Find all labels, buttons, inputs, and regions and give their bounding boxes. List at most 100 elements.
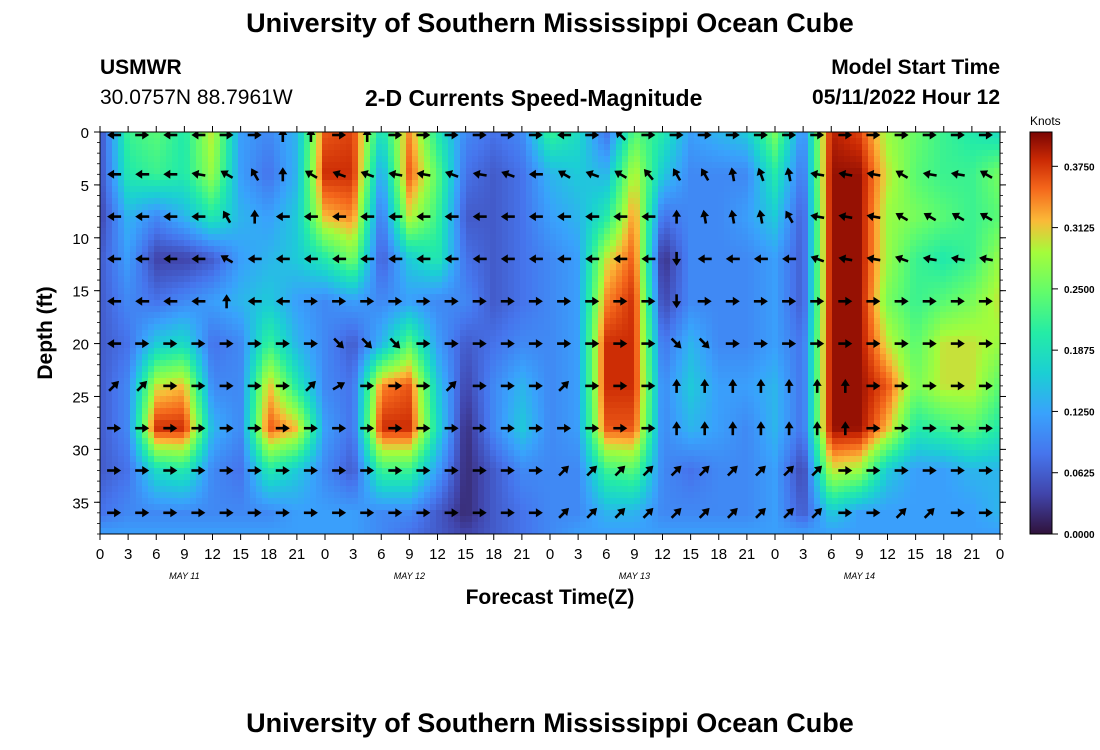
heatmap-cell — [874, 282, 881, 289]
heatmap-cell — [562, 180, 569, 187]
heatmap-cell — [886, 246, 893, 253]
heatmap-cell — [526, 288, 533, 295]
heatmap-cell — [316, 168, 323, 175]
heatmap-cell — [814, 138, 821, 145]
heatmap-cell — [484, 228, 491, 235]
heatmap-cell — [922, 264, 929, 271]
heatmap-cell — [910, 132, 917, 139]
heatmap-cell — [790, 138, 797, 145]
heatmap-cell — [118, 234, 125, 241]
heatmap-cell — [340, 222, 347, 229]
heatmap-cell — [298, 222, 305, 229]
heatmap-cell — [424, 216, 431, 223]
heatmap-cell — [412, 210, 419, 217]
heatmap-cell — [790, 228, 797, 235]
heatmap-cell — [178, 210, 185, 217]
heatmap-cell — [586, 324, 593, 331]
heatmap-cell — [544, 264, 551, 271]
heatmap-cell — [304, 330, 311, 337]
heatmap-cell — [328, 318, 335, 325]
heatmap-cell — [436, 258, 443, 265]
heatmap-cell — [466, 132, 473, 139]
heatmap-cell — [772, 222, 779, 229]
heatmap-cell — [610, 132, 617, 139]
heatmap-cell — [172, 240, 179, 247]
heatmap-cell — [112, 162, 119, 169]
heatmap-cell — [442, 246, 449, 253]
heatmap-cell — [556, 318, 563, 325]
heatmap-cell — [514, 228, 521, 235]
heatmap-cell — [916, 156, 923, 163]
heatmap-cell — [376, 306, 383, 313]
heatmap-cell — [748, 306, 755, 313]
heatmap-cell — [610, 300, 617, 307]
heatmap-cell — [688, 138, 695, 145]
heatmap-cell — [154, 234, 161, 241]
heatmap-cell — [568, 192, 575, 199]
heatmap-cell — [238, 162, 245, 169]
heatmap-cell — [478, 168, 485, 175]
heatmap-cell — [106, 180, 113, 187]
heatmap-cell — [784, 282, 791, 289]
heatmap-cell — [154, 330, 161, 337]
heatmap-cell — [850, 192, 857, 199]
heatmap-cell — [868, 240, 875, 247]
heatmap-cell — [850, 294, 857, 301]
heatmap-cell — [640, 258, 647, 265]
heatmap-cell — [514, 180, 521, 187]
heatmap-cell — [430, 306, 437, 313]
heatmap-cell — [610, 156, 617, 163]
heatmap-cell — [352, 144, 359, 151]
heatmap-cell — [238, 150, 245, 157]
heatmap-cell — [202, 228, 209, 235]
heatmap-cell — [658, 228, 665, 235]
heatmap-cell — [322, 318, 329, 325]
heatmap-cell — [142, 252, 149, 259]
heatmap-cell — [796, 150, 803, 157]
heatmap-cell — [796, 240, 803, 247]
heatmap-cell — [322, 138, 329, 145]
heatmap-cell — [526, 180, 533, 187]
heatmap-cell — [370, 186, 377, 193]
heatmap-cell — [172, 300, 179, 307]
heatmap-cell — [964, 204, 971, 211]
heatmap-cell — [634, 270, 641, 277]
heatmap-cell — [652, 174, 659, 181]
heatmap-cell — [688, 294, 695, 301]
heatmap-cell — [796, 252, 803, 259]
heatmap-cell — [190, 216, 197, 223]
heatmap-cell — [172, 156, 179, 163]
heatmap-cell — [166, 192, 173, 199]
heatmap-cell — [124, 156, 131, 163]
heatmap-cell — [634, 306, 641, 313]
heatmap-cell — [826, 186, 833, 193]
heatmap-cell — [760, 216, 767, 223]
heatmap-cell — [580, 234, 587, 241]
heatmap-cell — [268, 198, 275, 205]
heatmap-cell — [208, 276, 215, 283]
heatmap-cell — [946, 294, 953, 301]
heatmap-cell — [346, 318, 353, 325]
heatmap-cell — [244, 276, 251, 283]
heatmap-cell — [592, 174, 599, 181]
heatmap-cell — [814, 144, 821, 151]
heatmap-cell — [586, 174, 593, 181]
heatmap-cell — [862, 138, 869, 145]
heatmap-cell — [754, 204, 761, 211]
heatmap-cell — [382, 228, 389, 235]
heatmap-cell — [670, 204, 677, 211]
heatmap-cell — [364, 222, 371, 229]
heatmap-cell — [922, 144, 929, 151]
heatmap-cell — [412, 228, 419, 235]
heatmap-cell — [364, 234, 371, 241]
heatmap-cell — [484, 312, 491, 319]
heatmap-cell — [892, 138, 899, 145]
heatmap-cell — [490, 234, 497, 241]
heatmap-cell — [280, 288, 287, 295]
heatmap-cell — [856, 240, 863, 247]
heatmap-cell — [436, 150, 443, 157]
heatmap-cell — [808, 150, 815, 157]
heatmap-cell — [334, 138, 341, 145]
heatmap-cell — [760, 180, 767, 187]
heatmap-cell — [376, 162, 383, 169]
